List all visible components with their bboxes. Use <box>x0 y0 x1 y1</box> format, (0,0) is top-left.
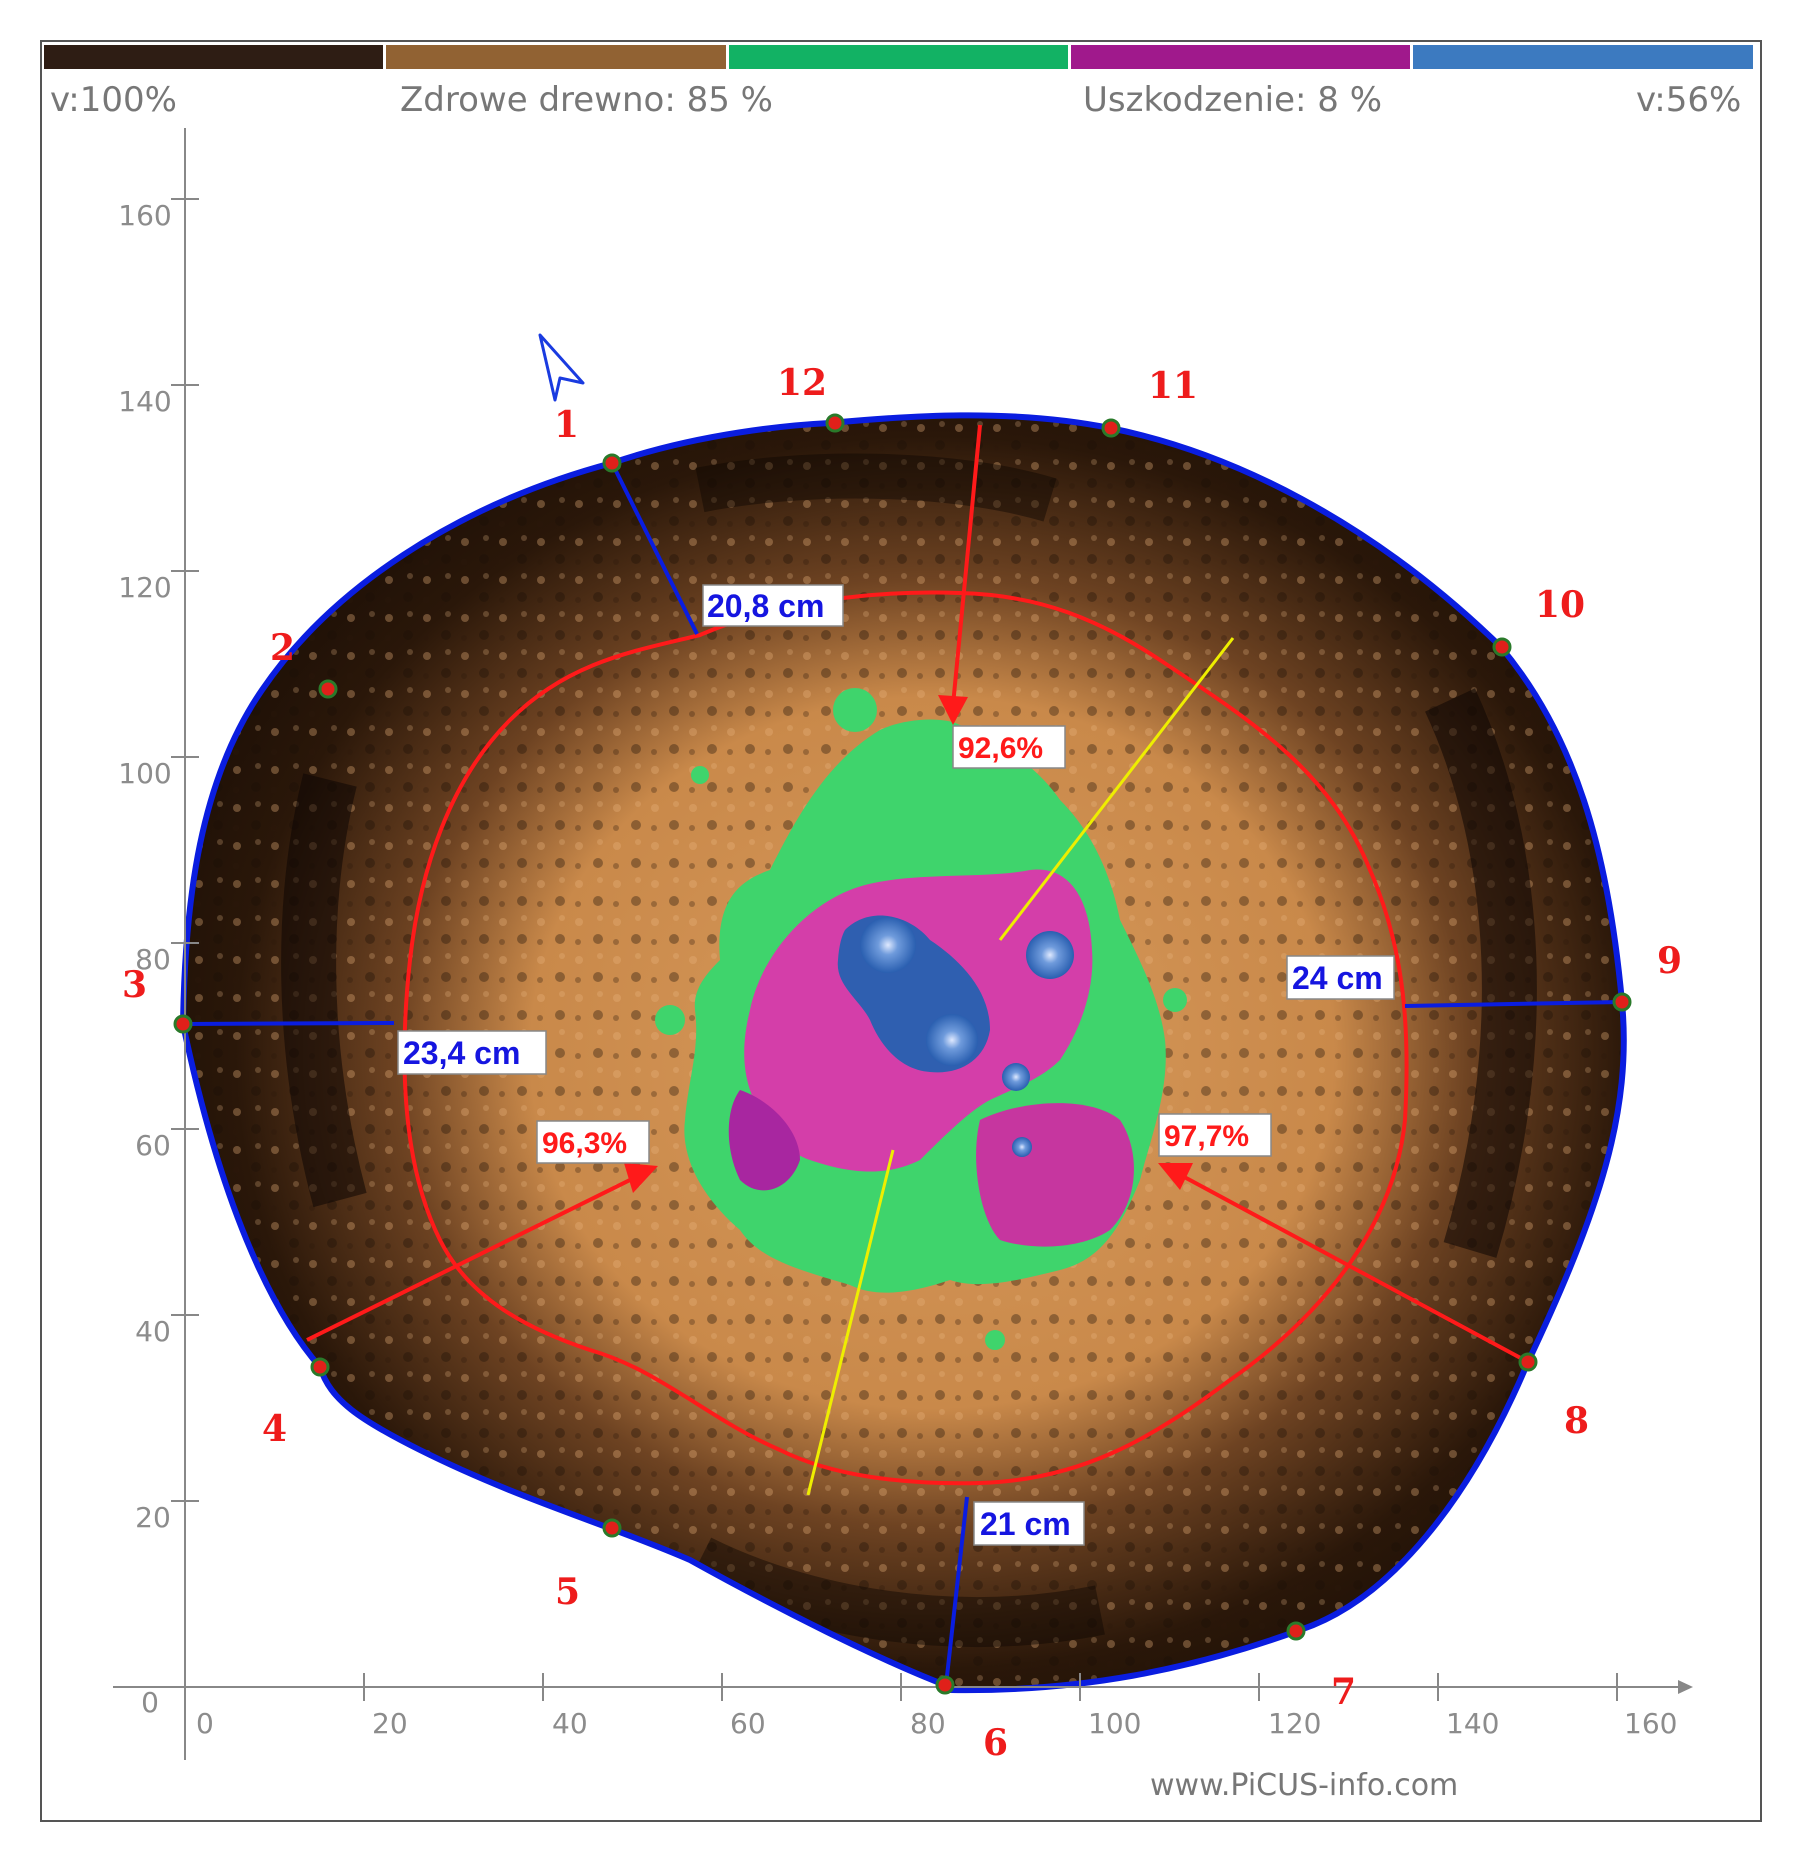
y-tick-label: 80 <box>135 943 171 976</box>
x-tick-label: 140 <box>1446 1707 1499 1740</box>
damage-percent-box <box>536 1120 650 1164</box>
damage-percent-label: 96,3% <box>542 1127 627 1160</box>
x-tick-label: 0 <box>196 1707 214 1740</box>
sensor-label: 4 <box>262 1408 287 1450</box>
cavity-highlight <box>860 917 916 973</box>
sensor-label: 12 <box>777 362 827 404</box>
damage-percent-box <box>952 725 1066 769</box>
residual-wall-box <box>702 584 844 627</box>
x-ticks <box>184 1673 1618 1701</box>
y-tick-label: 60 <box>135 1129 171 1162</box>
sensor-point <box>310 1357 330 1377</box>
sound-wood-label: Zdrowe drewno: 85 % <box>400 80 773 120</box>
sensor-point <box>935 1675 955 1695</box>
velocity-min-label: v:56% <box>1636 80 1742 120</box>
residual-wall-line <box>182 1021 395 1026</box>
sensor-label: 10 <box>1535 584 1585 626</box>
damage-fleck <box>833 688 877 732</box>
damage-arrow <box>938 424 982 725</box>
watermark: www.PiCUS-info.com <box>1150 1768 1459 1803</box>
damage-percent-label: 92,6% <box>958 732 1043 765</box>
sensor-point <box>825 413 845 433</box>
sensor-label: 9 <box>1657 940 1682 982</box>
colorbar-segment <box>44 45 383 69</box>
residual-wall-line <box>610 462 699 635</box>
sound-wood-boundary <box>402 590 1409 1486</box>
residual-wall-line <box>1404 1000 1623 1008</box>
residual-wall-label: 24 cm <box>1292 960 1383 996</box>
x-tick-label: 160 <box>1624 1707 1677 1740</box>
x-tick-label: 60 <box>730 1707 766 1740</box>
x-tick-label: 40 <box>552 1707 588 1740</box>
y-tick-label: 120 <box>118 571 171 604</box>
sensor-point <box>1612 992 1632 1012</box>
sensor-label: 5 <box>555 1571 580 1613</box>
damage-fleck <box>985 1330 1005 1350</box>
damage-arrow <box>1158 1163 1529 1364</box>
cavity-highlight <box>1012 1137 1032 1157</box>
sensor-point <box>318 679 338 699</box>
sensor-label: 6 <box>983 1722 1008 1764</box>
colorbar-segment <box>729 45 1068 69</box>
cavity-highlight <box>1002 1063 1030 1091</box>
sensor-point <box>1492 637 1512 657</box>
residual-wall-label: 23,4 cm <box>403 1035 520 1071</box>
y-tick-label: 40 <box>135 1315 171 1348</box>
residual-wall-label: 21 cm <box>980 1506 1071 1542</box>
sensor-label: 1 <box>554 404 579 446</box>
residual-wall-box <box>973 1501 1085 1546</box>
north-arrow-icon <box>538 333 585 402</box>
damage-zone-decay <box>976 1103 1134 1247</box>
sensor-point <box>1286 1621 1306 1641</box>
residual-wall-box <box>1286 955 1395 1000</box>
sensor-markers <box>173 413 1632 1695</box>
damage-arrow <box>306 1163 658 1342</box>
sensor-point <box>1101 418 1121 438</box>
sensor-label: 3 <box>122 964 147 1006</box>
axis-line <box>806 1149 895 1496</box>
damage-zone-decay <box>728 1090 800 1191</box>
x-tick-label: 80 <box>910 1707 946 1740</box>
x-tick-label: 120 <box>1268 1707 1321 1740</box>
sensor-label: 7 <box>1331 1671 1356 1713</box>
y-ticks <box>171 198 199 1688</box>
damage-label: Uszkodzenie: 8 % <box>1083 80 1382 120</box>
colorbar-segment <box>1071 45 1410 69</box>
residual-wall-label: 20,8 cm <box>707 588 824 624</box>
sensor-point <box>173 1014 193 1034</box>
colorbar-segment <box>386 45 726 69</box>
cavity-highlight <box>1026 931 1074 979</box>
velocity-max-label: v:100% <box>50 80 177 120</box>
y-tick-label: 140 <box>118 385 171 418</box>
residual-wall-box <box>397 1030 547 1075</box>
damage-percent-label: 97,7% <box>1164 1120 1249 1153</box>
y-tick-label: 160 <box>118 199 171 232</box>
sensor-label: 11 <box>1148 365 1198 407</box>
cavity-highlight <box>926 1014 978 1066</box>
y-tick-label: 0 <box>141 1686 159 1719</box>
x-tick-label: 100 <box>1088 1707 1141 1740</box>
sensor-point <box>1518 1352 1538 1372</box>
damage-fleck <box>691 766 709 784</box>
y-tick-label: 100 <box>118 757 171 790</box>
damage-fleck <box>655 1005 685 1035</box>
y-tick-label: 20 <box>135 1501 171 1534</box>
sensor-label: 2 <box>270 627 295 669</box>
axis-line <box>998 637 1235 941</box>
sensor-label: 8 <box>1564 1400 1589 1442</box>
sensor-point <box>602 453 622 473</box>
x-tick-label: 20 <box>372 1707 408 1740</box>
damage-fleck <box>1163 988 1187 1012</box>
sensor-point <box>602 1518 622 1538</box>
residual-wall-line <box>944 1496 969 1686</box>
colorbar-segment <box>1413 45 1753 69</box>
damage-percent-box <box>1158 1113 1272 1157</box>
